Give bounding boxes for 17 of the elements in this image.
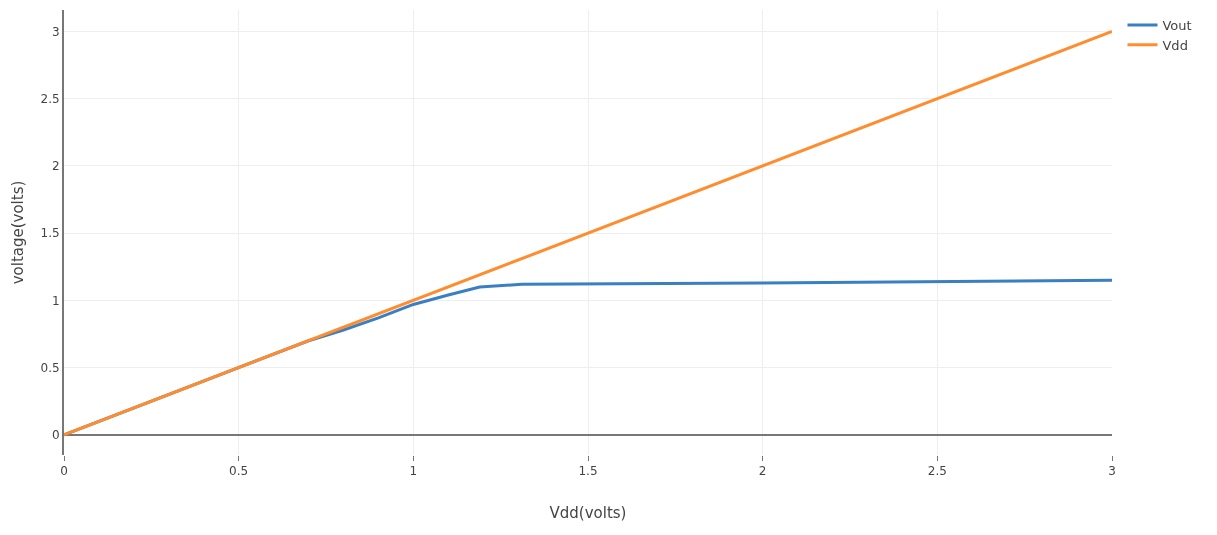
y-tick-label: 1 xyxy=(51,293,60,308)
y-tick-label: 1.5 xyxy=(40,226,60,241)
legend-label: Vout xyxy=(1162,18,1192,34)
x-tick-label: 1 xyxy=(409,464,418,479)
y-tick-label: 0.5 xyxy=(40,360,60,375)
y-tick-label: 0 xyxy=(51,428,60,443)
x-tick-label: 0.5 xyxy=(229,464,249,479)
x-tick-label: 2 xyxy=(758,464,767,479)
x-tick-label: 1.5 xyxy=(578,464,598,479)
x-tick-label: 2.5 xyxy=(927,464,947,479)
legend-label: Vdd xyxy=(1162,37,1188,53)
y-tick-label: 2.5 xyxy=(40,91,60,106)
y-tick-label: 2 xyxy=(51,159,60,174)
x-axis-title: Vdd(volts) xyxy=(549,504,627,523)
y-axis-title: voltage(volts) xyxy=(9,180,27,285)
x-tick-label: 3 xyxy=(1108,464,1116,479)
y-tick-label: 3 xyxy=(51,24,60,39)
